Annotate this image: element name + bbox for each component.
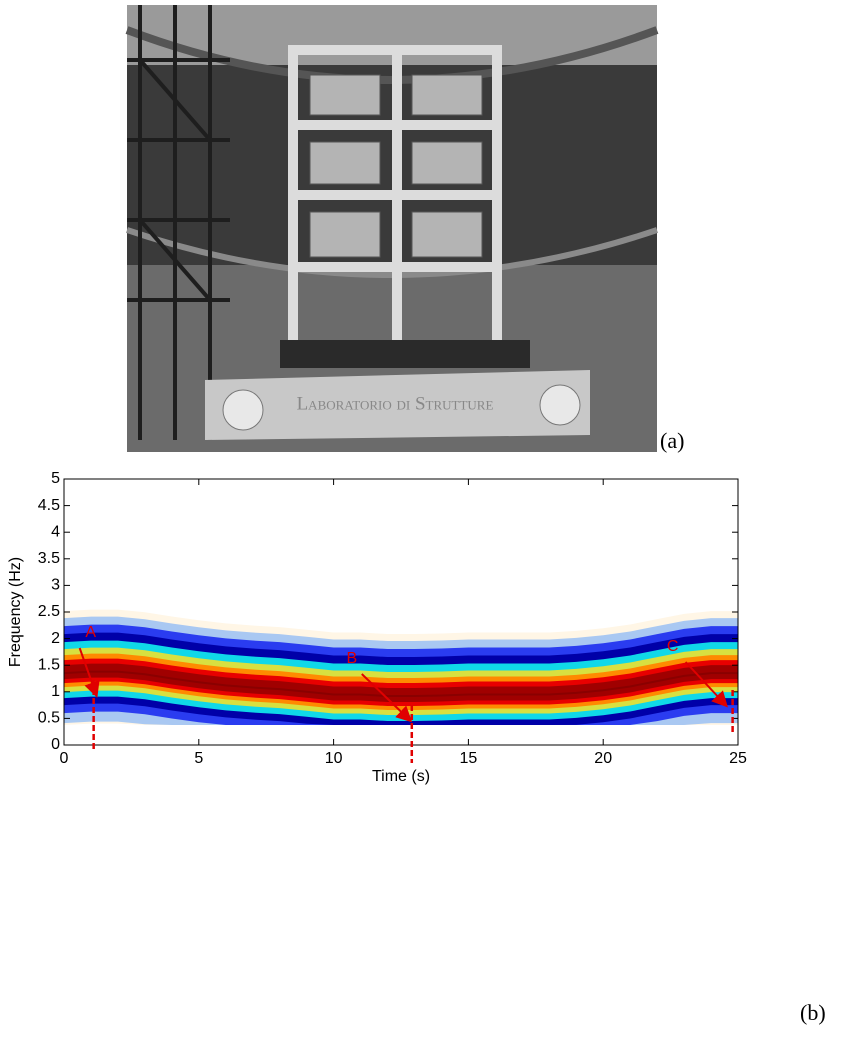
y-tick-label: 3 — [51, 577, 60, 594]
y-tick-label: 2 — [51, 630, 60, 647]
x-tick-label: 15 — [460, 750, 478, 767]
figure: Laboratorio di Strutture (a) (b) Time (s… — [0, 0, 863, 1032]
y-tick-label: 3.5 — [38, 550, 60, 567]
photo: Laboratorio di Strutture — [127, 5, 657, 452]
panel-label: (b) — [800, 1000, 826, 1025]
panel-label: (a) — [660, 428, 684, 453]
logo — [223, 390, 263, 430]
y-tick-label: 5 — [51, 470, 60, 487]
annotation-label: B — [346, 650, 357, 667]
y-tick-label: 1 — [51, 683, 60, 700]
x-tick-label: 20 — [594, 750, 612, 767]
x-tick-label: 25 — [729, 750, 747, 767]
annotation-label: C — [667, 638, 679, 655]
x-tick-label: 10 — [325, 750, 343, 767]
y-tick-label: 1.5 — [38, 656, 60, 673]
y-tick-label: 4.5 — [38, 497, 60, 514]
sign-text: Laboratorio di Strutture — [297, 393, 494, 414]
x-tick-label: 0 — [60, 750, 69, 767]
y-tick-label: 0 — [51, 736, 60, 753]
logo — [540, 385, 580, 425]
spectrogram — [64, 610, 738, 725]
annotation-label: A — [85, 624, 96, 641]
shaking-table — [280, 340, 530, 368]
y-axis-label: Frequency (Hz) — [7, 557, 24, 667]
x-tick-label: 5 — [194, 750, 203, 767]
y-tick-label: 0.5 — [38, 710, 60, 727]
y-tick-label: 4 — [51, 523, 60, 540]
x-axis-label: Time (s) — [372, 768, 430, 785]
y-tick-label: 2.5 — [38, 603, 60, 620]
